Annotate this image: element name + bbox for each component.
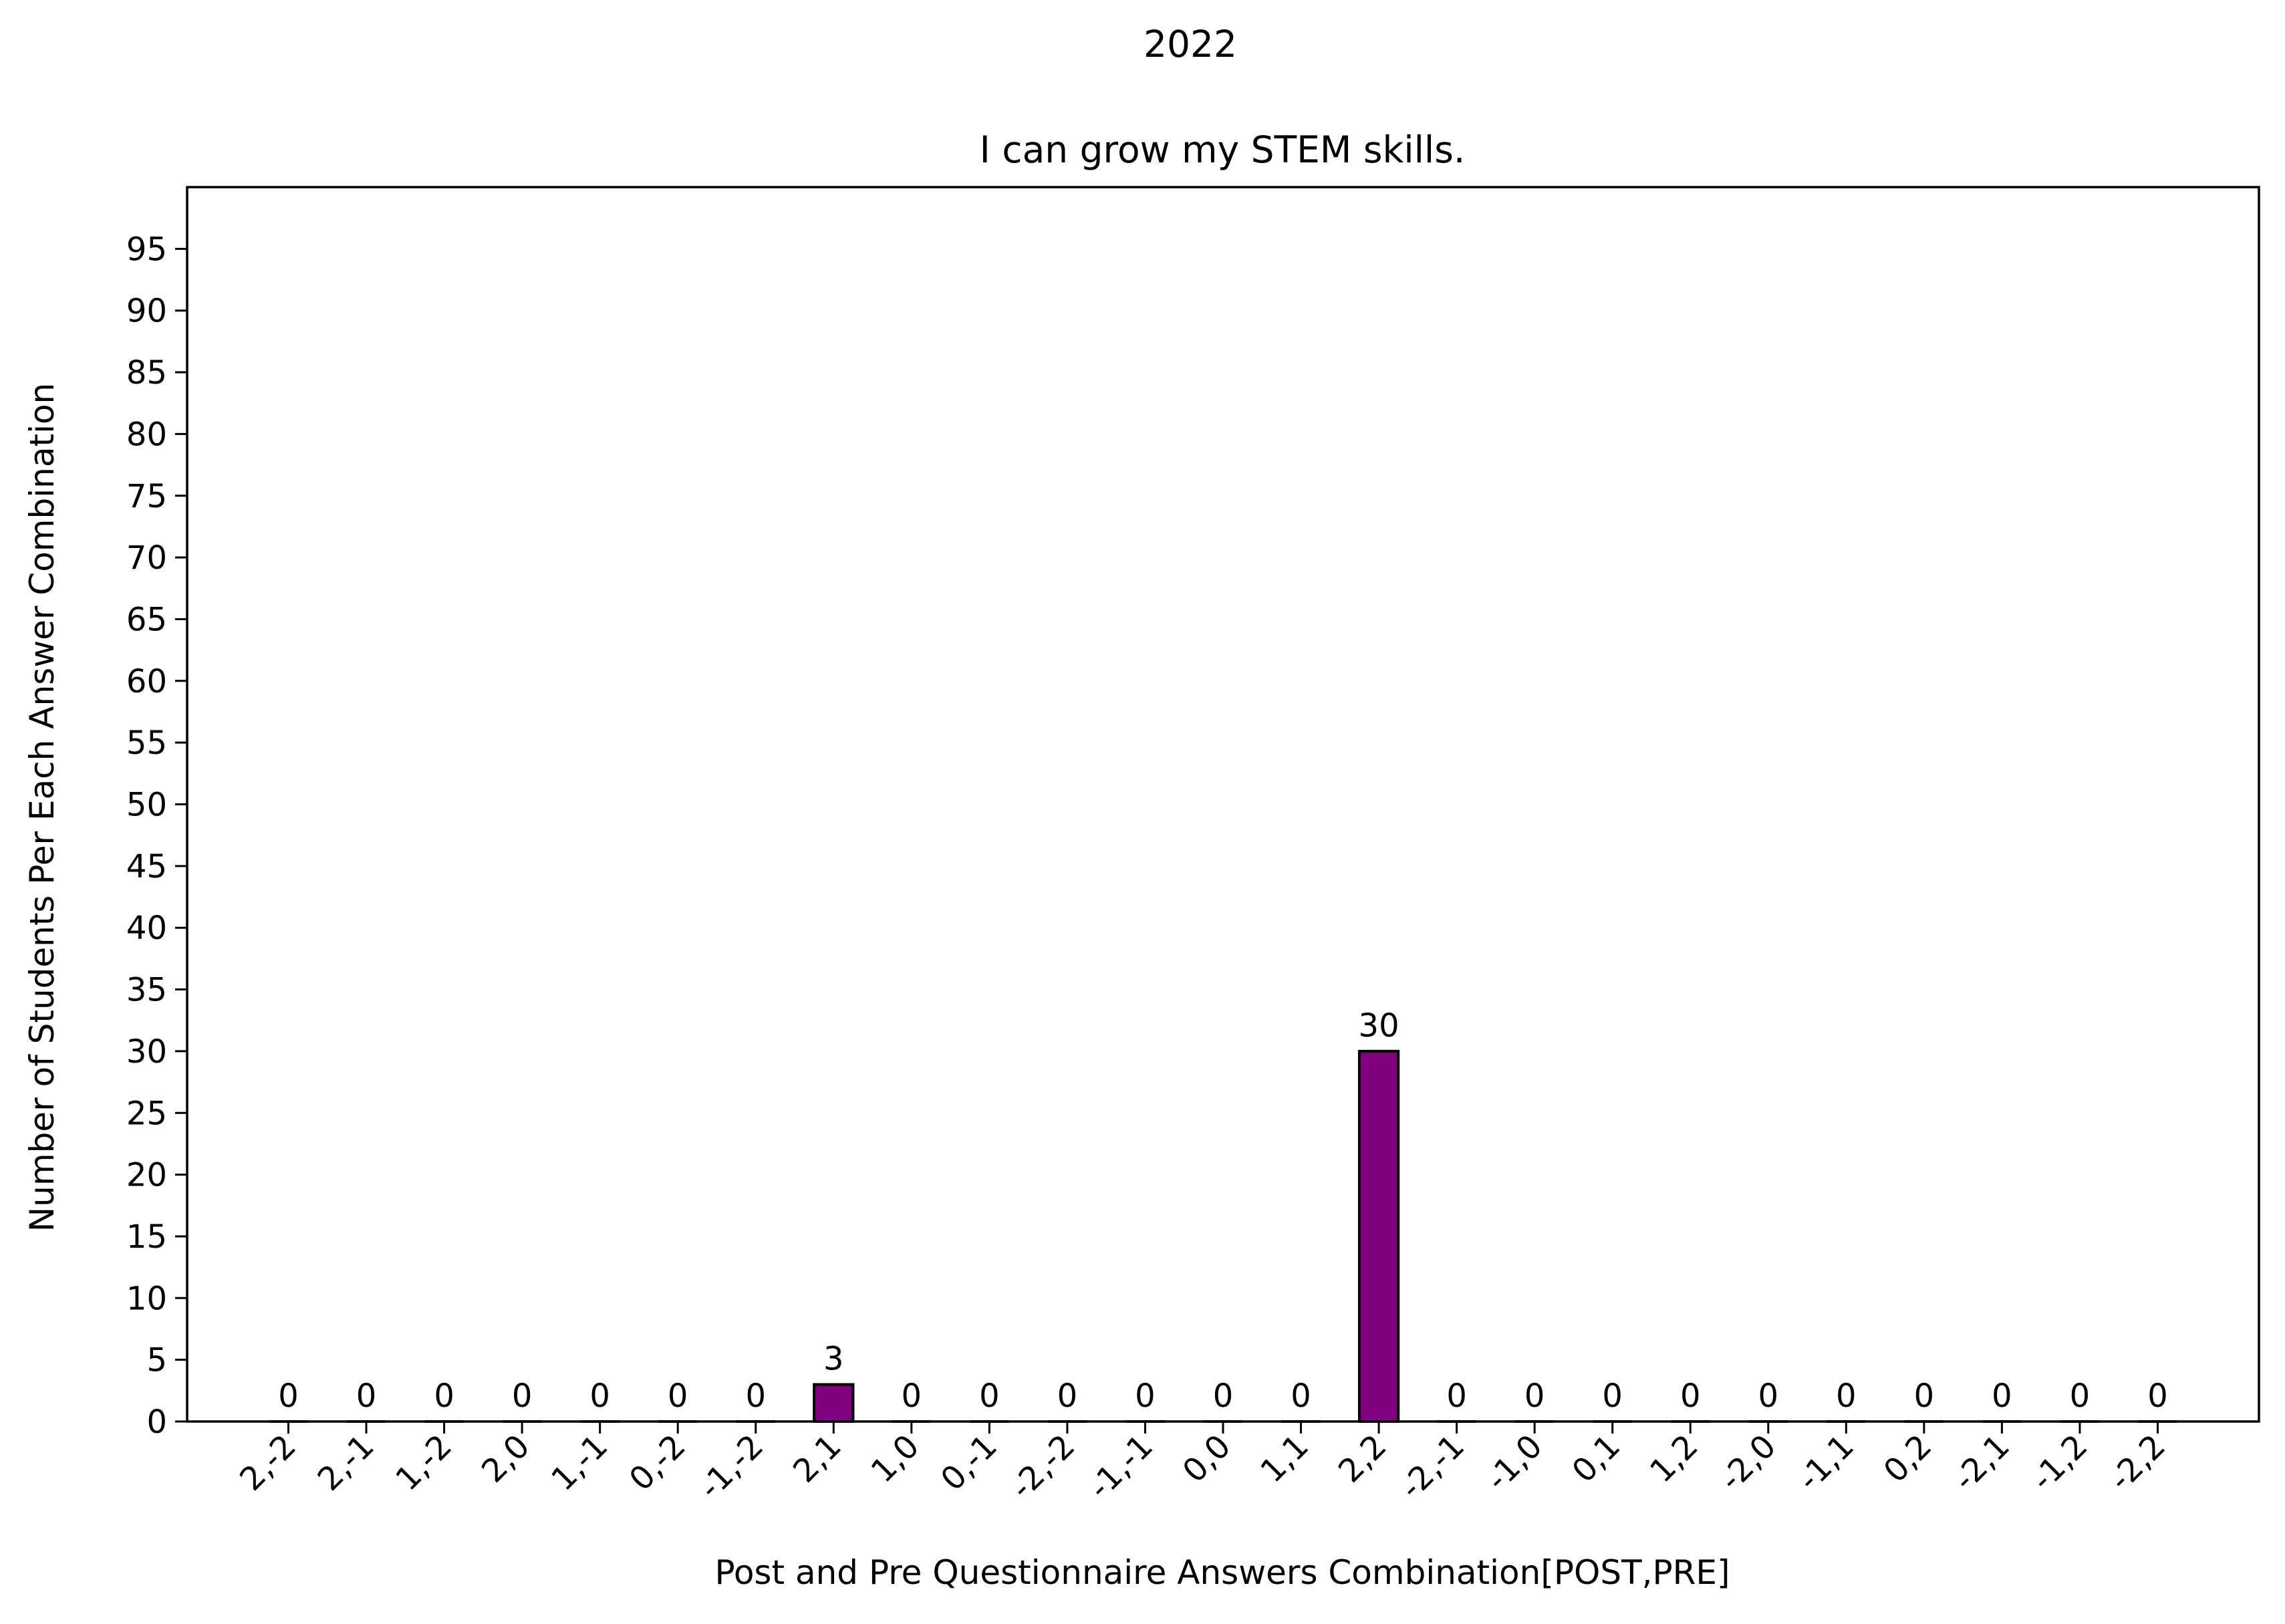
y-tick-label: 95 <box>126 231 167 268</box>
y-tick-label: 10 <box>126 1280 167 1317</box>
bar <box>813 1383 855 1424</box>
y-tick-label: 0 <box>146 1403 167 1441</box>
data-label: 0 <box>512 1377 533 1415</box>
x-tick-label: 1,2 <box>1643 1428 1706 1490</box>
x-tick-label: 1,1 <box>1253 1428 1316 1490</box>
y-tick-label: 30 <box>126 1033 167 1071</box>
data-label: 0 <box>1758 1377 1779 1415</box>
chart-suptitle: 2022 <box>1144 23 1237 65</box>
y-tick-label: 55 <box>126 724 167 762</box>
x-tick-label: 2,1 <box>786 1428 849 1490</box>
x-tick-label: 0,-2 <box>622 1428 693 1498</box>
data-label: 0 <box>1992 1377 2012 1415</box>
data-label: 0 <box>2147 1377 2168 1415</box>
y-tick-label: 35 <box>126 972 167 1009</box>
y-tick-label: 40 <box>126 910 167 947</box>
bar <box>1357 1049 1400 1423</box>
y-tick-label: 5 <box>146 1342 167 1379</box>
y-tick-label: 90 <box>126 293 167 330</box>
y-tick-label: 45 <box>126 848 167 886</box>
data-label: 30 <box>1359 1007 1399 1045</box>
x-tick-label: -2,1 <box>1946 1428 2017 1498</box>
y-tick-label: 15 <box>126 1218 167 1256</box>
y-tick-label: 25 <box>126 1095 167 1132</box>
x-tick-label: 2,0 <box>475 1428 537 1490</box>
x-tick-label: 2,-1 <box>311 1428 382 1498</box>
x-tick-label: 0,0 <box>1176 1428 1238 1490</box>
y-tick-label: 85 <box>126 354 167 392</box>
data-label: 0 <box>1680 1377 1701 1415</box>
x-axis-label: Post and Pre Questionnaire Answers Combi… <box>714 1553 1730 1592</box>
data-label: 3 <box>823 1341 844 1378</box>
x-tick-label: 0,2 <box>1877 1428 1939 1490</box>
data-label: 0 <box>1836 1377 1857 1415</box>
data-label: 0 <box>1291 1377 1311 1415</box>
x-tick-label: 0,-1 <box>934 1428 1004 1498</box>
data-label: 0 <box>2070 1377 2091 1415</box>
data-label: 0 <box>1135 1377 1156 1415</box>
data-label: 0 <box>1213 1377 1234 1415</box>
data-label: 0 <box>589 1377 610 1415</box>
data-label: 0 <box>1524 1377 1545 1415</box>
data-label: 0 <box>356 1377 377 1415</box>
x-tick-label: 1,-2 <box>388 1428 459 1498</box>
data-label: 0 <box>979 1377 1000 1415</box>
y-tick-label: 50 <box>126 787 167 824</box>
x-tick-label: 1,-1 <box>544 1428 615 1498</box>
y-tick-label: 65 <box>126 601 167 638</box>
plot-frame <box>186 186 2260 1423</box>
x-tick-label: -2,-1 <box>1393 1428 1472 1506</box>
data-label: 0 <box>1446 1377 1467 1415</box>
x-tick-label: -2,-2 <box>1003 1428 1082 1506</box>
x-tick-label: 2,2 <box>1331 1428 1394 1490</box>
data-label: 0 <box>278 1377 299 1415</box>
data-label: 0 <box>1914 1377 1935 1415</box>
x-tick-label: -1,-1 <box>1081 1428 1160 1506</box>
x-tick-label: -1,2 <box>2024 1428 2095 1498</box>
y-tick-label: 70 <box>126 539 167 577</box>
x-tick-label: -1,0 <box>1479 1428 1550 1498</box>
data-label: 0 <box>745 1377 766 1415</box>
x-tick-label: -1,1 <box>1790 1428 1861 1498</box>
data-label: 0 <box>1602 1377 1623 1415</box>
y-tick-label: 80 <box>126 416 167 453</box>
data-label: 0 <box>1057 1377 1078 1415</box>
x-tick-label: -2,2 <box>2102 1428 2173 1498</box>
y-tick-label: 75 <box>126 478 167 515</box>
y-tick-label: 20 <box>126 1157 167 1194</box>
y-axis-label: Number of Students Per Each Answer Combi… <box>23 383 61 1232</box>
data-label: 0 <box>434 1377 454 1415</box>
x-tick-label: 1,0 <box>864 1428 927 1490</box>
y-tick-label: 60 <box>126 663 167 700</box>
data-label: 0 <box>668 1377 688 1415</box>
x-tick-label: 2,-2 <box>233 1428 303 1498</box>
x-tick-label: -1,-2 <box>692 1428 771 1506</box>
chart-title: I can grow my STEM skills. <box>980 128 1466 171</box>
x-tick-label: -2,0 <box>1712 1428 1783 1498</box>
x-tick-label: 0,1 <box>1565 1428 1628 1490</box>
data-label: 0 <box>902 1377 922 1415</box>
